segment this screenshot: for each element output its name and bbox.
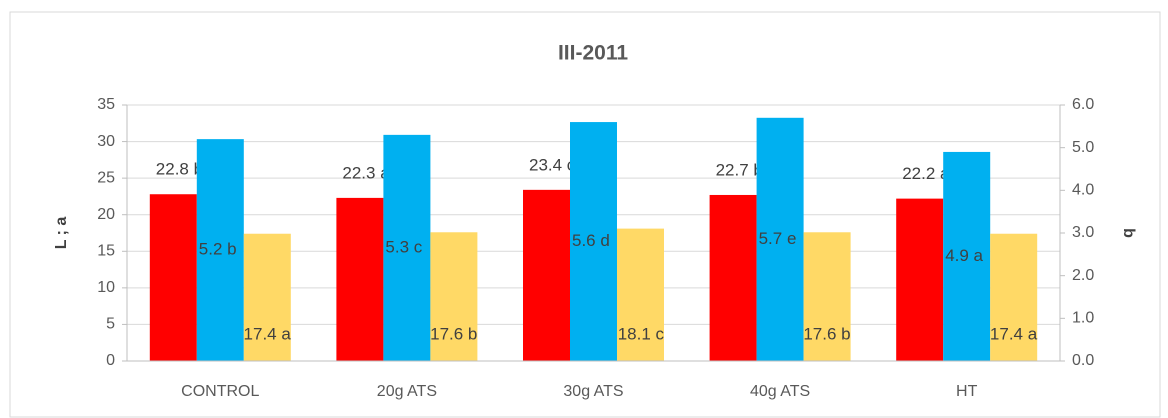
bar <box>570 122 617 361</box>
x-tick-label: 20g ATS <box>377 383 437 400</box>
y2-axis-label: b <box>1120 228 1137 238</box>
y-tick-label: 5 <box>106 316 115 333</box>
bar <box>149 194 197 361</box>
bar <box>617 228 664 361</box>
y-tick-label: 10 <box>97 279 115 296</box>
data-label: 4.9 a <box>945 246 983 265</box>
bar <box>756 117 804 361</box>
data-label: 5.3 c <box>385 237 422 256</box>
x-tick-label: 40g ATS <box>750 383 810 400</box>
data-label: 17.4 a <box>990 324 1038 343</box>
bar <box>196 139 244 361</box>
chart-title: III-2011 <box>558 42 628 65</box>
x-tick-label: CONTROL <box>181 383 259 400</box>
data-label: 17.6 b <box>430 324 477 343</box>
bar <box>430 232 478 361</box>
y2-tick-label: 1.0 <box>1072 310 1094 327</box>
data-label: 17.4 a <box>244 324 292 343</box>
y-tick-label: 35 <box>97 96 115 113</box>
y-tick-label: 25 <box>97 169 115 186</box>
y-tick-label: 30 <box>97 133 115 150</box>
data-label: 18.1 c <box>618 324 665 343</box>
bar <box>803 232 851 361</box>
bar <box>896 198 944 361</box>
data-label: 23.4 c <box>529 155 576 174</box>
bar <box>243 233 291 361</box>
bar <box>336 197 384 361</box>
data-label: 5.7 e <box>759 229 797 248</box>
y-tick-label: 15 <box>97 243 115 260</box>
y2-tick-label: 0.0 <box>1072 352 1094 369</box>
data-label: 22.2 a <box>902 164 950 183</box>
bar <box>943 151 991 361</box>
y-tick-label: 0 <box>106 352 115 369</box>
y-tick-label: 20 <box>97 206 115 223</box>
y-axis-label: L ; a <box>53 217 70 250</box>
data-label: 22.3 a <box>342 163 390 182</box>
y2-tick-label: 6.0 <box>1072 96 1094 113</box>
data-label: 5.6 d <box>572 231 610 250</box>
bar <box>383 134 431 361</box>
x-tick-label: HT <box>956 383 978 400</box>
data-label: 5.2 b <box>199 240 237 259</box>
data-label: 22.8 b <box>156 160 203 179</box>
y2-tick-label: 2.0 <box>1072 267 1094 284</box>
y2-tick-label: 4.0 <box>1072 182 1094 199</box>
data-label: 22.7 b <box>716 160 763 179</box>
x-tick-label: 30g ATS <box>563 383 623 400</box>
data-label: 17.6 b <box>803 324 850 343</box>
y2-tick-label: 3.0 <box>1072 224 1094 241</box>
bar <box>709 194 757 361</box>
y2-tick-label: 5.0 <box>1072 139 1094 156</box>
bar <box>990 233 1038 361</box>
bar <box>523 189 570 361</box>
